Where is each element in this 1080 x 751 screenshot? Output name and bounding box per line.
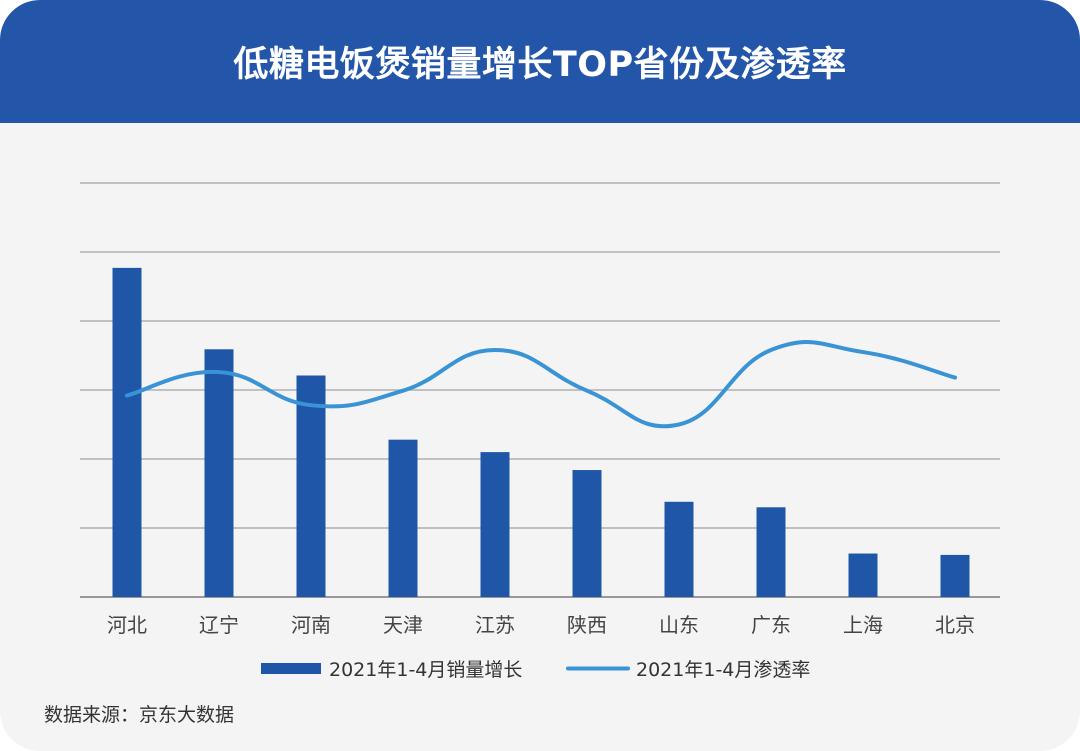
bar-10 <box>940 554 970 597</box>
x-tick-label: 河南 <box>291 613 331 637</box>
chart-title: 低糖电饭煲销量增长TOP省份及渗透率 <box>233 45 847 85</box>
bar-9 <box>848 553 878 597</box>
x-tick-label: 辽宁 <box>199 613 239 637</box>
x-tick-label: 江苏 <box>475 613 515 637</box>
bar-7 <box>664 501 694 597</box>
bar-8 <box>756 507 786 597</box>
legend-swatch-bar <box>261 663 321 674</box>
legend-label-sales-growth: 2021年1-4月销量增长 <box>329 659 522 681</box>
x-tick-label: 河北 <box>107 613 147 637</box>
bar-2 <box>204 349 234 597</box>
penetration-rate-line <box>125 340 957 429</box>
bar-1 <box>112 267 142 597</box>
bar-5 <box>480 452 510 597</box>
x-tick-label: 广东 <box>751 613 791 637</box>
legend-label-penetration-rate: 2021年1-4月渗透率 <box>636 659 810 681</box>
x-tick-label: 上海 <box>843 613 883 637</box>
x-tick-label: 北京 <box>935 613 975 637</box>
bar-6 <box>572 470 602 597</box>
title-banner: 低糖电饭煲销量增长TOP省份及渗透率 <box>0 0 1080 123</box>
x-tick-label: 陕西 <box>567 613 607 637</box>
x-tick-label: 山东 <box>659 613 699 637</box>
data-source-note: 数据来源：京东大数据 <box>44 704 235 726</box>
bar-4 <box>388 439 418 597</box>
x-tick-label: 天津 <box>383 613 423 637</box>
bar-3 <box>296 375 326 597</box>
